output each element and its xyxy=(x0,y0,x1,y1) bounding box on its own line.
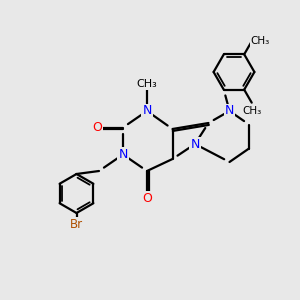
Text: N: N xyxy=(190,137,200,151)
Text: N: N xyxy=(142,104,152,118)
Text: N: N xyxy=(118,148,128,161)
Text: Br: Br xyxy=(70,218,83,231)
Text: O: O xyxy=(93,121,102,134)
Text: CH₃: CH₃ xyxy=(250,36,270,46)
Text: CH₃: CH₃ xyxy=(136,79,158,89)
Text: CH₃: CH₃ xyxy=(242,106,261,116)
Text: O: O xyxy=(142,191,152,205)
Text: N: N xyxy=(225,104,234,118)
